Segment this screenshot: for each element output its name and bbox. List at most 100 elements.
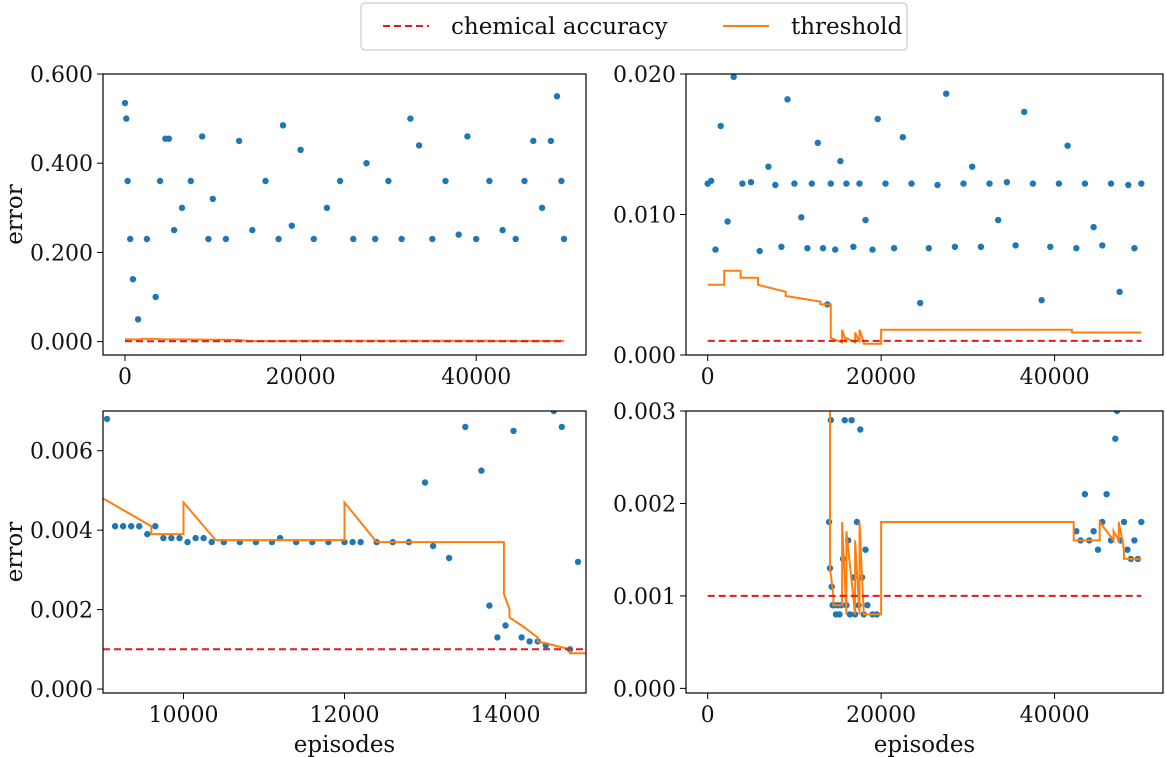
data-point xyxy=(846,611,854,618)
data-point xyxy=(1081,491,1089,498)
data-point xyxy=(986,180,993,187)
axes-frame xyxy=(685,410,1164,694)
data-point xyxy=(856,180,863,187)
y-tick-label: 0.000 xyxy=(613,677,676,702)
data-point xyxy=(899,134,906,141)
data-point xyxy=(357,538,364,546)
data-point xyxy=(372,235,379,243)
data-point xyxy=(784,96,791,103)
data-point xyxy=(836,611,843,618)
y-tick-label: 0.400 xyxy=(30,152,93,177)
x-tick-label: 20000 xyxy=(266,365,336,390)
plot-area xyxy=(704,74,1145,345)
x-tick-label: 10000 xyxy=(149,703,219,728)
data-point xyxy=(850,243,857,250)
data-point xyxy=(168,534,175,542)
data-point xyxy=(421,479,429,486)
data-point xyxy=(791,180,798,187)
data-point xyxy=(574,558,582,566)
data-point xyxy=(128,523,135,530)
data-point xyxy=(499,226,506,234)
data-point xyxy=(1103,491,1110,498)
data-point xyxy=(288,222,295,229)
data-point xyxy=(165,135,173,142)
data-point xyxy=(841,417,848,424)
data-point xyxy=(1131,537,1138,544)
data-point xyxy=(363,160,370,167)
data-point xyxy=(178,204,186,211)
data-point xyxy=(890,245,898,252)
plot-area xyxy=(121,93,568,343)
data-point xyxy=(187,177,194,185)
data-point xyxy=(708,177,715,184)
y-tick-label: 0.003 xyxy=(613,400,676,425)
data-point xyxy=(486,177,493,185)
x-tick-label: 40000 xyxy=(1020,703,1090,728)
data-point xyxy=(772,181,779,189)
data-point xyxy=(152,293,159,301)
data-point xyxy=(429,235,436,243)
data-point xyxy=(199,133,206,140)
axes-frame xyxy=(102,73,587,356)
data-point xyxy=(908,180,915,187)
data-point xyxy=(925,245,932,252)
data-point xyxy=(1090,223,1097,231)
data-point xyxy=(819,245,827,252)
data-point xyxy=(156,177,164,185)
data-point xyxy=(323,204,331,211)
data-point xyxy=(526,638,533,645)
data-point xyxy=(1029,180,1037,187)
threshold-line xyxy=(125,337,564,343)
y-axis-label: error xyxy=(2,184,28,244)
data-point xyxy=(969,163,976,170)
data-point xyxy=(512,235,519,243)
data-point xyxy=(160,534,167,542)
x-tick-label: 20000 xyxy=(846,703,916,728)
data-point xyxy=(730,74,737,80)
data-point xyxy=(502,622,509,629)
data-point xyxy=(717,122,724,130)
data-point xyxy=(275,235,282,243)
plot-area xyxy=(707,411,1145,618)
data-point xyxy=(103,415,111,423)
data-point xyxy=(1113,411,1121,415)
panel-top-left: 0 20000 40000 0.000 0.200 0.400 0.600 error xyxy=(2,63,587,390)
legend-label-chemical-accuracy: chemical accuracy xyxy=(451,14,668,40)
data-point xyxy=(874,115,881,123)
data-point xyxy=(827,180,834,187)
data-point xyxy=(385,177,392,185)
data-point xyxy=(1064,142,1071,149)
data-point xyxy=(1107,180,1115,187)
data-point xyxy=(832,246,839,253)
data-point xyxy=(1038,297,1045,304)
data-point xyxy=(349,538,356,546)
y-tick-label: 0.002 xyxy=(613,492,676,517)
data-point xyxy=(747,179,755,186)
data-point xyxy=(862,546,869,553)
legend: chemical accuracy threshold xyxy=(360,2,908,51)
data-point xyxy=(398,235,405,243)
data-point xyxy=(121,99,129,107)
data-point xyxy=(123,115,130,122)
data-point xyxy=(336,177,344,185)
data-point xyxy=(184,538,191,546)
data-point xyxy=(143,235,151,243)
data-point xyxy=(445,554,453,562)
data-point xyxy=(152,523,159,530)
y-tick-label: 0.006 xyxy=(30,440,93,465)
data-point xyxy=(407,115,414,122)
data-point xyxy=(814,139,821,146)
data-point xyxy=(765,163,772,170)
x-tick-label: 20000 xyxy=(846,365,916,390)
data-point xyxy=(1003,179,1011,186)
axes-frame xyxy=(685,73,1164,356)
data-point xyxy=(804,245,811,252)
data-point xyxy=(442,177,449,185)
data-point xyxy=(455,231,462,238)
x-tick-label: 40000 xyxy=(441,365,511,390)
data-point xyxy=(1116,288,1123,295)
data-point xyxy=(943,90,950,97)
panel-top-right: 0 20000 40000 0.000 0.010 0.020 xyxy=(613,63,1164,390)
data-point xyxy=(205,235,212,243)
